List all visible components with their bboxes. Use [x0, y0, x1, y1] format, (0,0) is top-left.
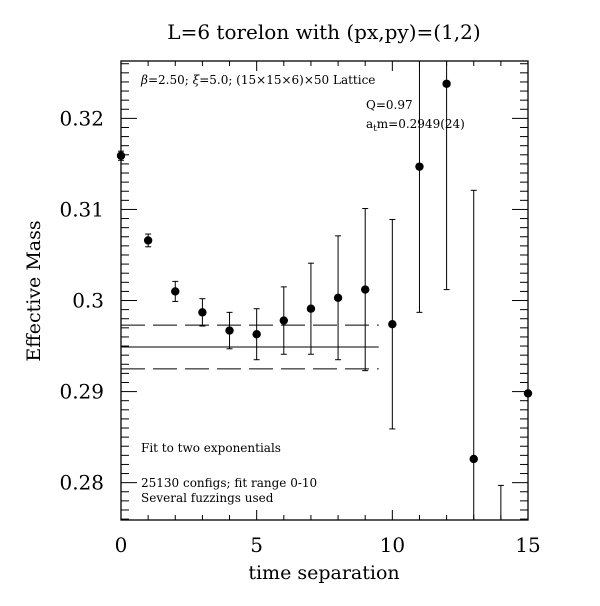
data-point — [198, 308, 207, 317]
y-tick-label: 0.28 — [59, 471, 104, 495]
annotation-q: Q=0.97 — [366, 98, 413, 112]
data-point — [415, 162, 424, 171]
data-points — [116, 61, 533, 520]
data-point — [388, 319, 397, 329]
data-point — [143, 236, 153, 245]
data-point — [523, 389, 533, 398]
data-point — [333, 293, 343, 302]
x-tick-label: 10 — [380, 533, 405, 557]
data-point — [279, 316, 288, 325]
data-point — [442, 79, 451, 88]
annotation-configs: 25130 configs; fit range 0-10 — [141, 476, 317, 490]
y-tick-label: 0.32 — [59, 106, 104, 130]
data-point — [469, 454, 478, 464]
fit-band — [121, 324, 379, 370]
data-point — [171, 287, 180, 296]
annotation-fuzzings: Several fuzzings used — [141, 491, 274, 505]
chart-title: L=6 torelon with (px,py)=(1,2) — [167, 20, 480, 44]
data-point — [306, 304, 316, 313]
y-tick-label: 0.29 — [59, 380, 104, 404]
y-tick-label: 0.31 — [59, 197, 104, 221]
annotation-fit-type: Fit to two exponentials — [141, 441, 281, 455]
axis-tick-labels: 0 5 10 15 0.28 0.29 0.3 0.31 0.32 — [59, 106, 540, 557]
x-tick-label: 5 — [250, 533, 263, 557]
data-point — [252, 330, 261, 339]
x-tick-label: 0 — [115, 533, 128, 557]
y-tick-label: 0.3 — [72, 289, 104, 313]
annotation-atm: atm=0.2949(24) — [366, 117, 465, 134]
data-point — [361, 285, 370, 294]
annotation-lattice: β=2.50; ξ=5.0; (15×15×6)×50 Lattice — [140, 73, 375, 87]
axis-ticks — [120, 61, 529, 520]
x-axis-title: time separation — [248, 562, 399, 584]
y-axis-title: Effective Mass — [23, 220, 45, 361]
data-point — [116, 151, 126, 160]
x-tick-label: 15 — [515, 533, 540, 557]
data-point — [225, 326, 234, 335]
